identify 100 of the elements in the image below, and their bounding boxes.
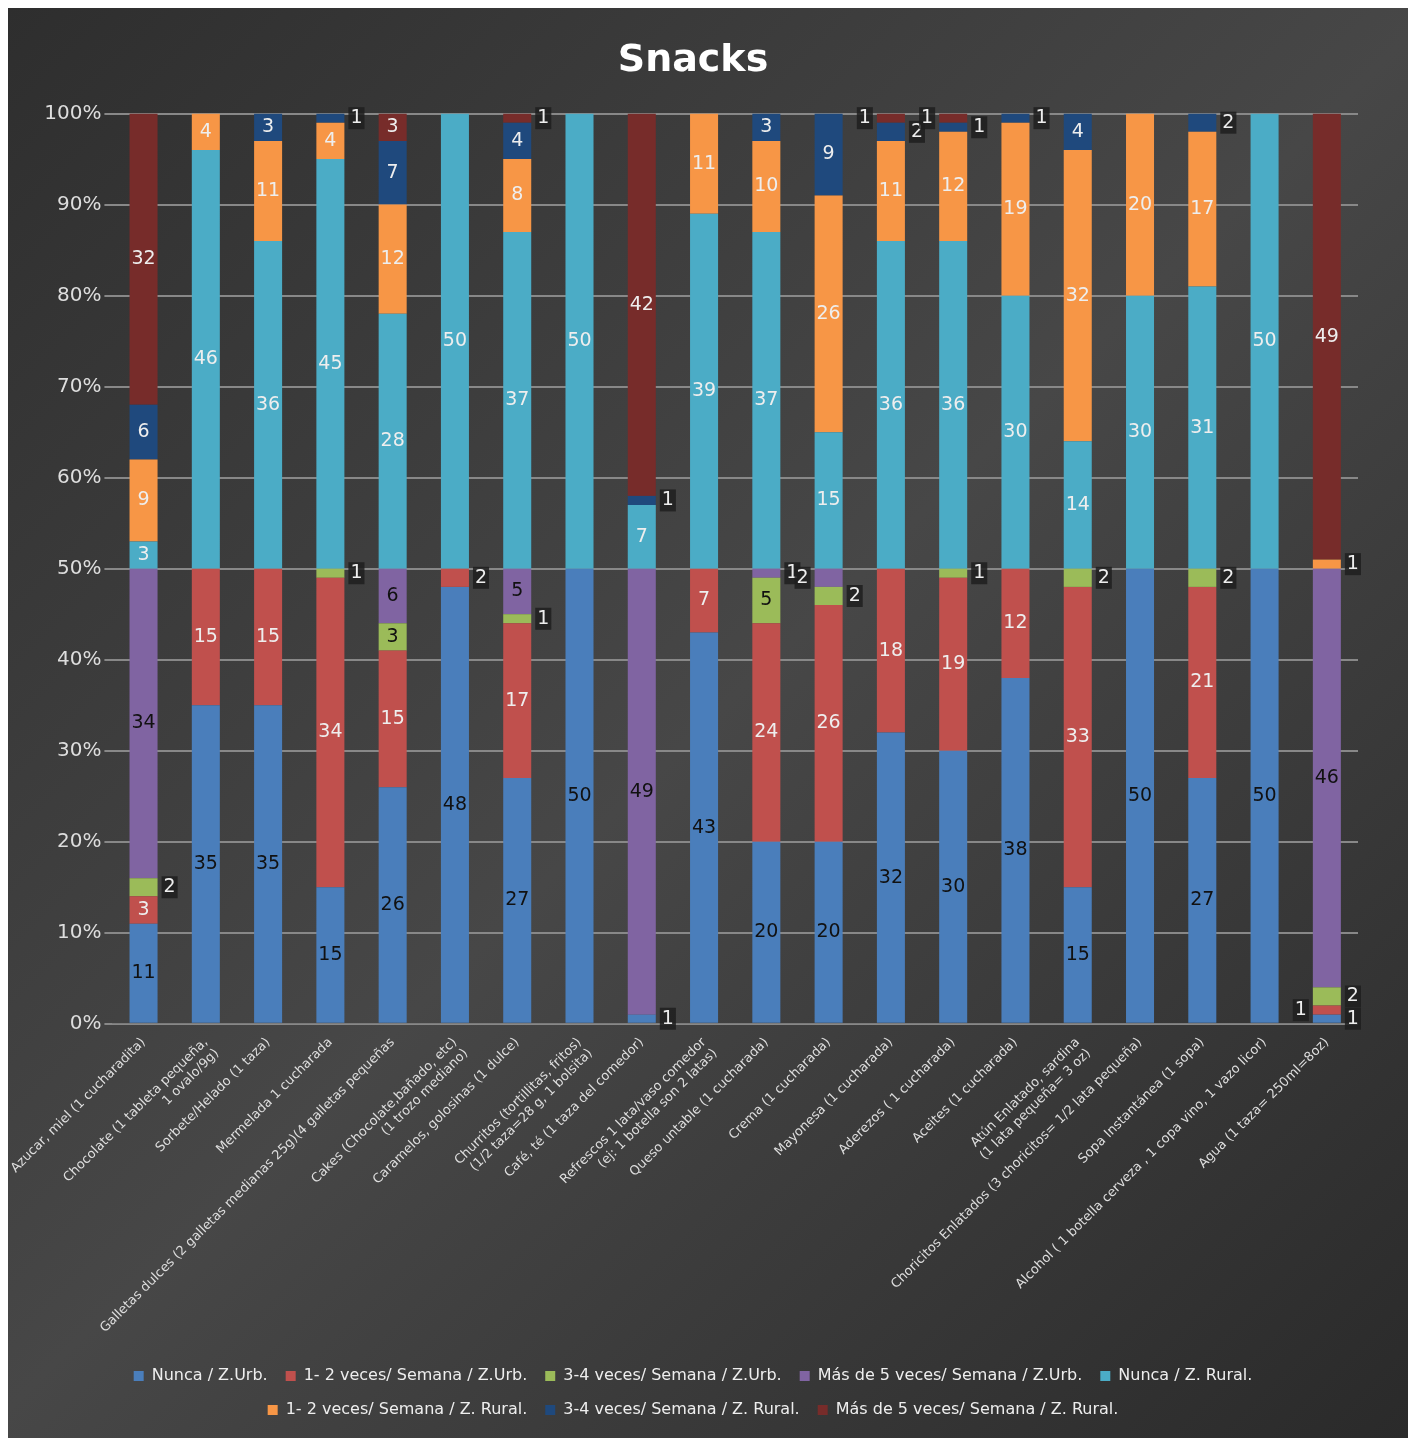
- data-label: 45: [318, 350, 343, 373]
- y-tick-label: 100%: [44, 99, 102, 124]
- data-label: 42: [629, 291, 654, 314]
- data-label: 27: [1190, 887, 1215, 910]
- data-label: 5: [760, 587, 773, 610]
- legend-label: 3-4 veces/ Semana / Z. Rural.: [563, 1399, 800, 1419]
- data-label: 46: [193, 346, 218, 369]
- data-label: 6: [137, 419, 150, 442]
- data-label: 17: [1190, 196, 1215, 219]
- data-label: 1: [661, 487, 674, 510]
- data-label: 15: [256, 623, 281, 646]
- data-label: 1: [350, 560, 363, 583]
- data-label: 19: [941, 651, 966, 674]
- y-tick-label: 30%: [56, 736, 102, 761]
- y-tick-label: 0%: [69, 1009, 102, 1034]
- data-label: 1: [350, 105, 363, 128]
- data-label: 17: [505, 687, 530, 710]
- data-label: 11: [691, 150, 717, 173]
- data-label: 50: [567, 328, 592, 351]
- data-label: 1: [921, 105, 934, 128]
- data-label: 27: [505, 887, 530, 910]
- data-label: 46: [1314, 764, 1339, 787]
- y-tick-label: 70%: [56, 372, 102, 397]
- data-label: 5: [511, 578, 524, 601]
- data-label: 1: [786, 560, 799, 583]
- data-label: 26: [380, 891, 405, 914]
- data-label: 20: [1127, 191, 1153, 214]
- data-label: 11: [878, 177, 903, 200]
- data-label: 3: [262, 114, 275, 137]
- data-label: 32: [131, 246, 156, 269]
- data-label: 37: [505, 387, 530, 410]
- data-label: 12: [941, 173, 966, 196]
- data-label: 1: [973, 114, 986, 137]
- data-label: 32: [878, 864, 903, 887]
- data-label: 14: [1065, 491, 1090, 514]
- data-label: 15: [816, 487, 841, 510]
- data-label: 37: [754, 387, 779, 410]
- data-label: 28: [380, 428, 405, 451]
- data-label: 32: [1065, 282, 1090, 305]
- data-label: 1: [661, 1005, 674, 1028]
- data-label: 7: [698, 587, 711, 610]
- data-label: 3: [386, 114, 399, 137]
- y-tick-label: 90%: [56, 190, 102, 215]
- data-label: 2: [848, 582, 861, 605]
- legend-label: 1- 2 veces/ Semana / Z.Urb.: [303, 1365, 528, 1385]
- y-tick-label: 40%: [56, 645, 102, 670]
- data-label: 1: [1294, 997, 1307, 1020]
- data-label: 38: [1003, 837, 1028, 860]
- data-label: 35: [256, 850, 281, 873]
- data-label: 3: [386, 623, 399, 646]
- data-label: 50: [442, 328, 468, 351]
- data-label: 34: [131, 710, 156, 733]
- data-label: 21: [1190, 669, 1215, 692]
- data-label: 1: [1346, 1005, 1359, 1028]
- data-label: 1: [858, 105, 871, 128]
- data-label: 4: [1071, 118, 1084, 141]
- data-label: 9: [137, 487, 150, 510]
- data-label: 1: [537, 105, 550, 128]
- data-label: 2: [1097, 564, 1110, 587]
- data-label: 8: [511, 182, 524, 205]
- data-label: 12: [380, 246, 405, 269]
- y-tick-label: 80%: [56, 281, 102, 306]
- data-label: 26: [816, 710, 841, 733]
- legend-label: Nunca / Z. Rural.: [1118, 1365, 1253, 1385]
- data-label: 34: [318, 719, 343, 742]
- data-label: 2: [796, 564, 809, 587]
- data-label: 20: [754, 919, 779, 942]
- data-label: 12: [1003, 610, 1028, 633]
- legend-label: 1- 2 veces/ Semana / Z. Rural.: [285, 1399, 528, 1419]
- data-label: 1: [537, 605, 550, 628]
- data-label: 30: [1003, 419, 1028, 442]
- data-label: 31: [1190, 414, 1215, 437]
- data-label: 19: [1003, 196, 1028, 219]
- data-label: 43: [691, 814, 717, 837]
- data-label: 30: [1127, 419, 1153, 442]
- legend-label: 3-4 veces/ Semana / Z.Urb.: [563, 1365, 782, 1385]
- y-tick-label: 10%: [56, 918, 102, 943]
- data-label: 30: [941, 873, 966, 896]
- data-label: 15: [193, 623, 218, 646]
- data-label: 3: [137, 541, 150, 564]
- chart-title: Snacks: [617, 35, 769, 80]
- data-label: 2: [474, 564, 488, 587]
- data-label: 49: [1314, 323, 1339, 346]
- data-label: 2: [1222, 564, 1235, 587]
- data-label: 3: [760, 114, 773, 137]
- y-tick-label: 60%: [56, 463, 102, 488]
- data-label: 18: [878, 637, 903, 660]
- data-label: 4: [511, 127, 524, 150]
- data-label: 15: [1065, 941, 1090, 964]
- data-label: 50: [1127, 782, 1153, 805]
- data-label: 36: [941, 391, 966, 414]
- legend-label: Nunca / Z.Urb.: [151, 1365, 268, 1385]
- data-label: 50: [567, 782, 592, 805]
- data-label: 39: [691, 378, 717, 401]
- data-label: 24: [754, 719, 779, 742]
- legend-label: Más de 5 veces/ Semana / Z.Urb.: [817, 1365, 1083, 1385]
- data-label: 48: [442, 791, 468, 814]
- data-label: 15: [380, 705, 405, 728]
- data-label: 49: [629, 778, 654, 801]
- data-label: 7: [386, 159, 399, 182]
